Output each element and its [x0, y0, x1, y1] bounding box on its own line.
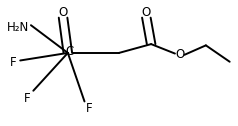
Text: O: O	[59, 6, 68, 19]
Text: F: F	[10, 56, 16, 70]
Text: O: O	[142, 6, 151, 19]
Text: H₂N: H₂N	[7, 21, 29, 34]
Text: F: F	[86, 102, 93, 115]
Text: C: C	[65, 45, 73, 58]
Text: F: F	[24, 92, 31, 105]
Text: O: O	[175, 48, 184, 61]
